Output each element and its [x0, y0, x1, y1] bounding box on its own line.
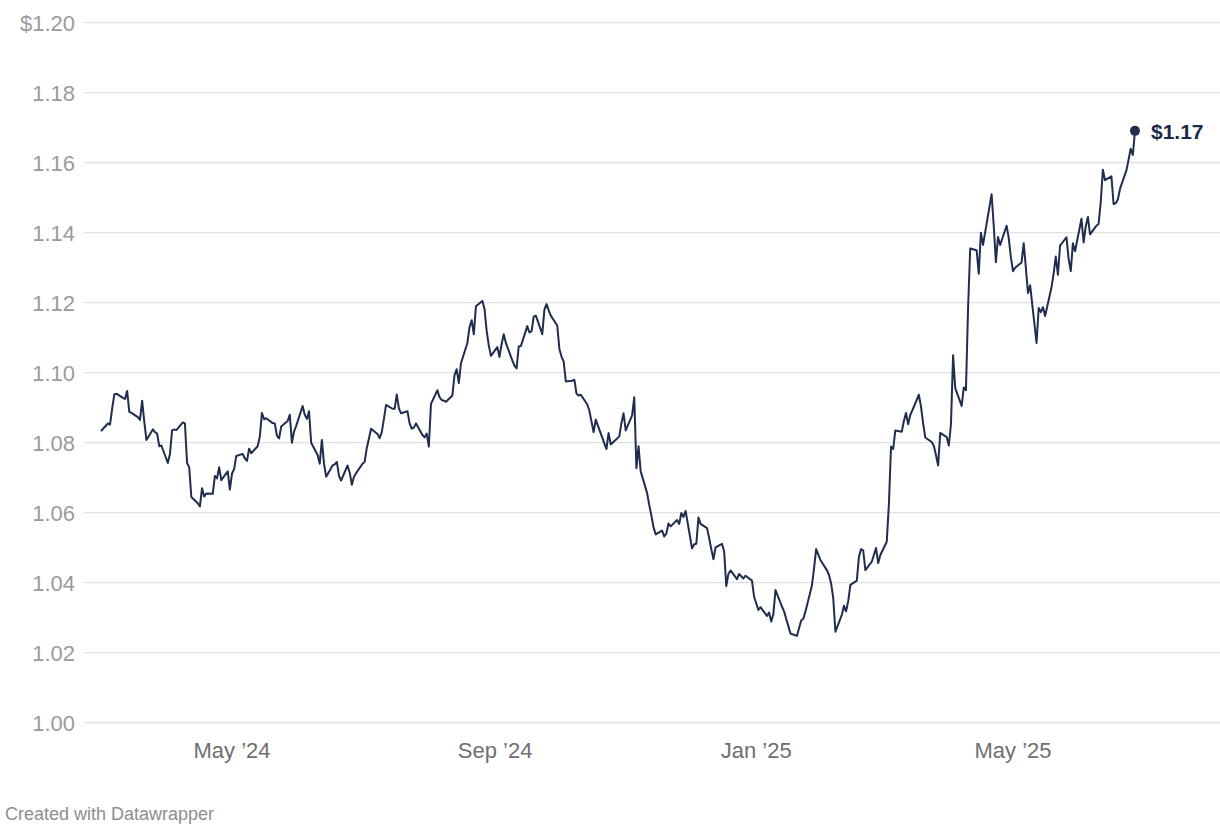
y-axis-label: 1.02 [32, 641, 75, 666]
y-axis-label: 1.08 [32, 431, 75, 456]
end-point-dot [1130, 126, 1140, 136]
y-axis-label: 1.14 [32, 221, 75, 246]
x-axis-label: May ’25 [974, 738, 1051, 763]
y-axis-label: 1.10 [32, 361, 75, 386]
line-chart: $1.20 1.18 1.16 1.14 1.12 1.10 1.08 1.06 1.04 1.0… [0, 0, 1220, 840]
y-axis-label: 1.00 [32, 711, 75, 736]
x-axis-label: Jan ’25 [721, 738, 792, 763]
chart-page: $1.20 1.18 1.16 1.14 1.12 1.10 1.08 1.06 1.04 1.0… [0, 0, 1220, 840]
y-axis-label: $1.20 [20, 11, 75, 36]
y-axis-label: 1.18 [32, 81, 75, 106]
attribution: Created with Datawrapper [5, 804, 214, 825]
x-axis-label: Sep ’24 [458, 738, 533, 763]
price-line [101, 131, 1134, 636]
y-axis-label: 1.12 [32, 291, 75, 316]
y-axis-label: 1.06 [32, 501, 75, 526]
y-axis-label: 1.04 [32, 571, 75, 596]
end-point-label: $1.17 [1151, 120, 1204, 143]
x-axis-label: May ’24 [193, 738, 270, 763]
y-axis-label: 1.16 [32, 151, 75, 176]
